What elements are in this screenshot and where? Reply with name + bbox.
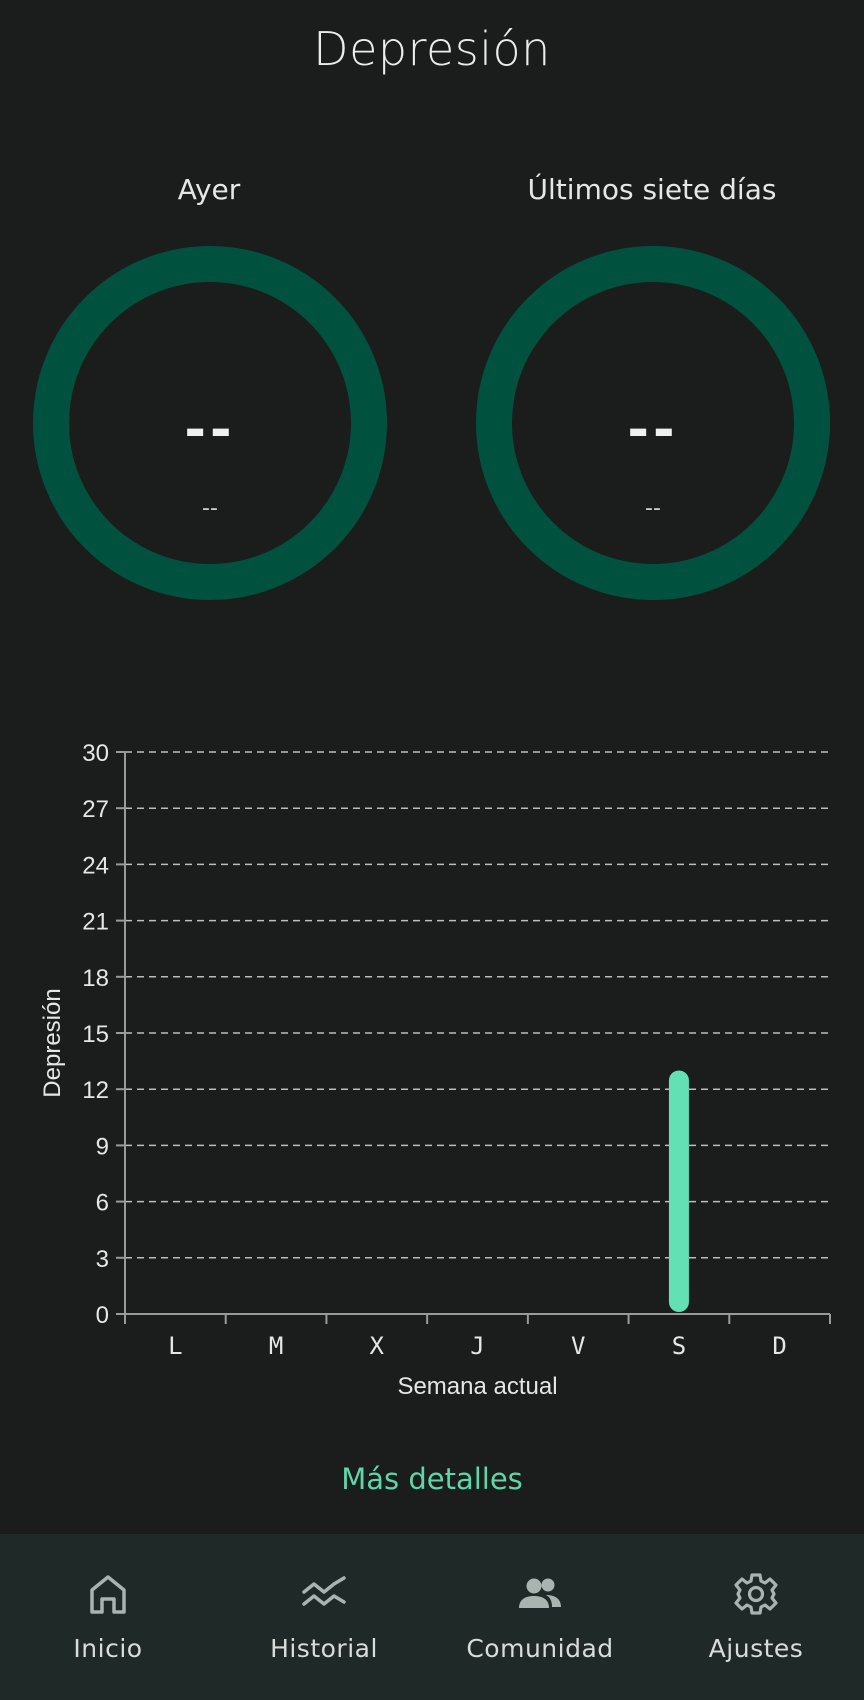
y-tick-label-0: 0 — [96, 1302, 109, 1329]
nav-item-historial[interactable]: Historial — [216, 1534, 432, 1700]
weekly-depression-chart: 0 3 6 9 12 15 18 21 24 27 30 L M X J V S D Semana actual De… — [39, 740, 831, 1400]
nav-item-inicio[interactable]: Inicio — [0, 1534, 216, 1700]
settings-icon — [734, 1573, 778, 1615]
x-tick-label-S: S — [672, 1332, 686, 1360]
nav-label-inicio: Inicio — [73, 1634, 143, 1663]
community-icon — [519, 1578, 561, 1608]
home-icon — [90, 1575, 126, 1614]
bottom-navigation: Inicio Historial Comunidad Ajustes — [0, 1534, 864, 1700]
y-tick-label-3: 3 — [96, 1246, 109, 1273]
ring-last-seven-days: Últimos siete días -- -- — [474, 170, 834, 600]
y-tick-label-27: 27 — [82, 796, 109, 823]
y-axis-title: Depresión — [39, 988, 66, 1097]
ring-yesterday: Ayer -- -- — [31, 170, 391, 600]
y-tick-label-21: 21 — [82, 909, 109, 936]
ring-value-last-seven-days: -- — [627, 400, 679, 460]
nav-label-historial: Historial — [270, 1634, 378, 1663]
ring-sub-last-seven-days: -- — [645, 496, 661, 521]
ring-label-last-seven-days: Últimos siete días — [527, 173, 777, 206]
nav-item-comunidad[interactable]: Comunidad — [432, 1534, 648, 1700]
x-axis-title: Semana actual — [397, 1373, 557, 1400]
nav-item-ajustes[interactable]: Ajustes — [648, 1534, 864, 1700]
nav-label-ajustes: Ajustes — [708, 1634, 804, 1663]
history-icon — [302, 1576, 346, 1606]
x-tick-label-V: V — [571, 1332, 585, 1360]
x-tick-label-M: M — [269, 1332, 283, 1360]
y-tick-label-24: 24 — [82, 852, 109, 879]
x-tick-label-J: J — [470, 1332, 484, 1360]
y-tick-label-6: 6 — [96, 1190, 109, 1217]
nav-label-comunidad: Comunidad — [466, 1634, 614, 1663]
ring-circle-last-seven-days: -- -- — [476, 246, 830, 600]
y-tick-label-12: 12 — [82, 1077, 109, 1104]
ring-circle-yesterday: -- -- — [33, 246, 387, 600]
x-tick-label-X: X — [370, 1332, 385, 1360]
page-title: Depresión — [313, 22, 551, 76]
y-tick-label-15: 15 — [82, 1021, 109, 1048]
ring-label-yesterday: Ayer — [177, 173, 241, 206]
ring-value-yesterday: -- — [184, 400, 236, 460]
bar-S — [668, 1070, 689, 1312]
y-tick-label-9: 9 — [96, 1133, 109, 1160]
more-details-link[interactable]: Más detalles — [341, 1462, 523, 1496]
y-tick-label-30: 30 — [82, 740, 109, 767]
ring-sub-yesterday: -- — [202, 496, 218, 521]
y-tick-label-18: 18 — [82, 965, 109, 992]
x-tick-label-D: D — [772, 1332, 786, 1360]
x-tick-label-L: L — [168, 1332, 182, 1360]
